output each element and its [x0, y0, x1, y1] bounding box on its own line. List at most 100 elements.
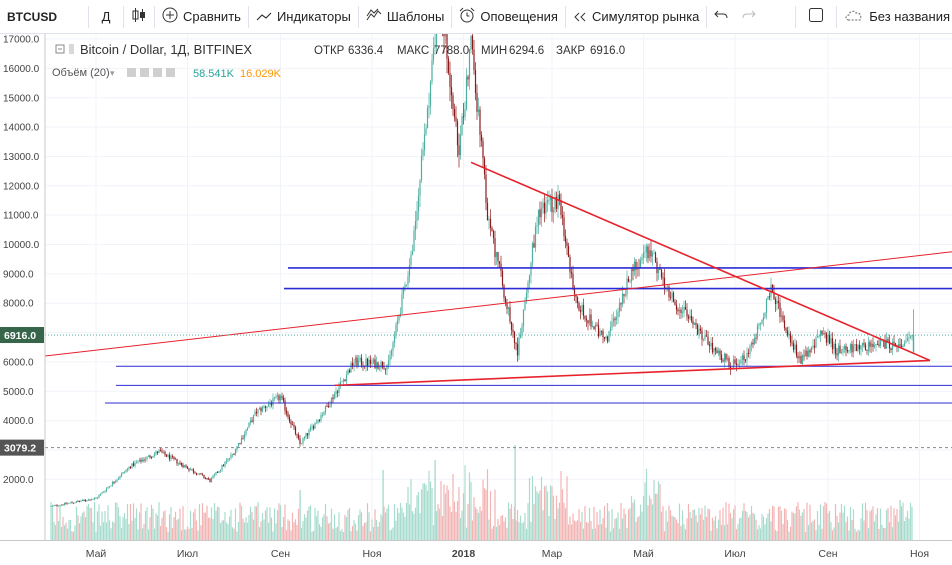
candle-body: [389, 355, 391, 361]
candle-body: [186, 466, 189, 469]
volume-bar: [276, 510, 279, 540]
volume-bar: [620, 502, 622, 540]
candle-body: [384, 368, 387, 370]
compare-button[interactable]: Сравнить: [155, 0, 248, 34]
chart-style-button[interactable]: [124, 0, 154, 34]
volume-bar: [153, 528, 156, 540]
collapse-legend-icon[interactable]: [55, 44, 65, 54]
candle-body: [884, 340, 886, 349]
interval-button[interactable]: Д: [89, 0, 123, 34]
volume-bar: [419, 513, 421, 540]
chevron-down-icon[interactable]: ▾: [110, 68, 115, 78]
settings-icon[interactable]: [140, 68, 149, 77]
volume-bar: [333, 514, 336, 540]
volume-bar: [818, 524, 820, 540]
volume-bar: [218, 507, 220, 540]
fullscreen-button[interactable]: [796, 0, 836, 34]
eye-icon[interactable]: [127, 68, 136, 77]
candle-body: [297, 434, 300, 439]
chart-legend: Bitcoin / Dollar, 1Д, BITFINEX ОТКР 6336…: [52, 42, 625, 80]
volume-bar: [422, 483, 424, 540]
volume-bar: [416, 495, 418, 540]
candle-body: [461, 116, 463, 135]
time-axis[interactable]: Май Июл Сен Ноя 2018 Мар Май Июл Сен Ноя: [0, 540, 952, 565]
candle-body: [725, 354, 727, 360]
candle-body: [417, 195, 420, 212]
candle-body: [903, 342, 906, 346]
volume-bar: [621, 518, 624, 540]
candle-body: [695, 322, 697, 326]
volume-bar: [653, 480, 655, 540]
volume-bar: [830, 522, 832, 540]
candle-body: [336, 391, 339, 393]
candle-body: [780, 315, 783, 317]
candle-body: [680, 309, 682, 313]
candle-body: [773, 291, 775, 300]
volume-bar: [525, 528, 528, 540]
volume-bar: [243, 522, 246, 540]
volume-bar: [336, 526, 339, 540]
volume-bar: [324, 503, 327, 540]
volume-bar: [863, 520, 865, 540]
candle-body: [662, 277, 664, 279]
price-chart[interactable]: 2000.03000.04000.05000.06000.07000.08000…: [0, 34, 952, 565]
layout-name-button[interactable]: Без названия: [837, 0, 952, 34]
volume-bar: [110, 528, 112, 540]
volume-bar: [674, 517, 676, 540]
price-axis[interactable]: 2000.03000.04000.05000.06000.07000.08000…: [0, 34, 46, 540]
open-value: 6336.4: [348, 45, 384, 57]
volume-bar: [707, 508, 709, 540]
symbol-search-button[interactable]: BTCUSD: [0, 0, 88, 34]
volume-bar: [690, 517, 693, 540]
candle-body: [836, 353, 838, 356]
volume-bar: [570, 524, 573, 540]
candle-body: [482, 140, 484, 159]
volume-bar: [516, 509, 519, 540]
volume-bar: [659, 483, 661, 540]
candle-body: [228, 458, 231, 459]
close-icon[interactable]: [166, 68, 175, 77]
alerts-button[interactable]: Оповещения: [452, 0, 565, 34]
volume-bar: [638, 516, 640, 540]
candle-body: [788, 333, 790, 336]
candle-body: [246, 427, 249, 430]
candle-body: [333, 394, 336, 400]
volume-bar: [71, 531, 73, 540]
candle-body: [527, 282, 529, 293]
templates-button[interactable]: Шаблоны: [359, 0, 452, 34]
candle-body: [74, 502, 76, 504]
undo-button[interactable]: [707, 0, 735, 34]
replay-label: Симулятор рынка: [591, 9, 700, 24]
volume-bar: [330, 508, 333, 540]
indicators-button[interactable]: Индикаторы: [249, 0, 358, 34]
candle-body: [177, 462, 180, 464]
candle-body: [156, 451, 159, 454]
volume-bar: [908, 518, 910, 540]
volume-bar: [128, 523, 130, 540]
volume-bar: [107, 505, 109, 540]
undo-icon: [714, 9, 728, 24]
volume-bar: [612, 528, 615, 540]
candle-body: [843, 346, 846, 349]
volume-bar: [77, 515, 79, 540]
volume-bar: [53, 521, 55, 540]
redo-button[interactable]: [735, 0, 763, 34]
candle-body: [494, 238, 496, 258]
volume-bar: [503, 521, 505, 540]
candle-body: [740, 359, 742, 364]
add-circle-icon: [162, 7, 178, 26]
more-icon[interactable]: [153, 68, 162, 77]
volume-bar: [356, 530, 358, 540]
volume-bar: [155, 513, 157, 540]
candle-body: [542, 202, 544, 209]
candle-body: [738, 363, 741, 365]
candle-body: [539, 209, 541, 218]
candle-body: [182, 464, 184, 468]
volume-bar: [539, 490, 541, 540]
volume-bar: [60, 526, 63, 540]
replay-button[interactable]: Симулятор рынка: [566, 0, 706, 34]
volume-bar: [150, 504, 153, 540]
candle-body: [707, 336, 709, 345]
candle-body: [473, 49, 475, 71]
candle-body: [552, 210, 555, 213]
